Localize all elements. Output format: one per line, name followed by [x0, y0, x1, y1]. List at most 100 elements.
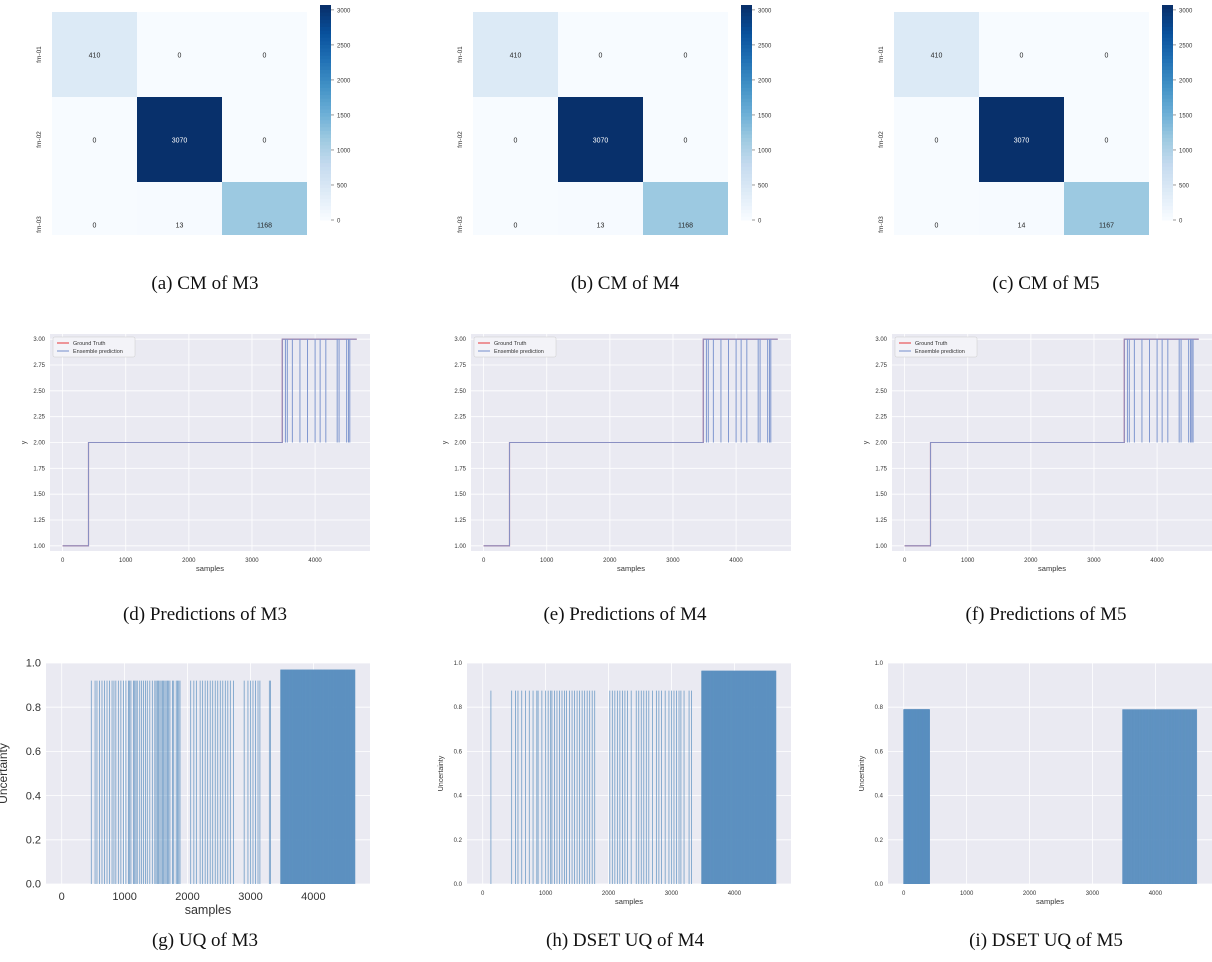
y-tick-label: 2.75 — [33, 363, 45, 369]
colorbar-segment — [320, 187, 331, 192]
colorbar-segment — [320, 162, 331, 167]
colorbar-segment — [320, 209, 331, 214]
x-tick-label: 1000 — [112, 891, 136, 903]
colorbar-segment — [320, 173, 331, 178]
y-tick-label: fm-02 — [36, 131, 43, 148]
colorbar-segment — [320, 191, 331, 196]
colorbar-segment — [741, 15, 752, 20]
cell-value-label: 0 — [1020, 53, 1024, 60]
y-tick-label: 3.00 — [454, 337, 466, 343]
y-tick-label: 0.8 — [875, 705, 884, 711]
colorbar-segment — [1162, 169, 1173, 174]
y-tick-label: 0.6 — [454, 749, 463, 755]
colorbar-segment — [741, 169, 752, 174]
colorbar-tick-label: 3000 — [337, 8, 351, 14]
y-tick-label: 1.50 — [454, 492, 466, 498]
colorbar-segment — [741, 126, 752, 131]
colorbar-segment — [1162, 40, 1173, 45]
legend-box — [52, 336, 136, 358]
x-tick-label: 4000 — [308, 558, 322, 564]
x-tick-label: 4000 — [729, 558, 743, 564]
cell-value-label: 0 — [684, 53, 688, 60]
colorbar-segment — [320, 22, 331, 27]
colorbar-segment — [320, 83, 331, 88]
colorbar-tick-label: 1000 — [1179, 148, 1193, 154]
colorbar-segment — [1162, 116, 1173, 121]
colorbar-tick-label: 1500 — [1179, 113, 1193, 119]
cell-value-label: 3070 — [172, 138, 188, 145]
heatmap-cell — [1064, 97, 1149, 182]
colorbar-segment — [320, 166, 331, 171]
cell-value-label: 0 — [935, 138, 939, 145]
chart-svg: 0 1000 2000 3000 4000 0.0 0.2 0.4 0.6 0.8 1.0 sampl… — [0, 658, 370, 917]
colorbar-segment — [320, 212, 331, 217]
colorbar-segment — [741, 166, 752, 171]
y-axis-label: Uncertainty — [859, 755, 866, 791]
x-axis-label: samples — [185, 903, 232, 917]
y-tick-label: 1.75 — [875, 466, 887, 472]
colorbar-segment — [320, 155, 331, 160]
colorbar-tick-label: 0 — [1179, 219, 1183, 225]
chart-svg: 410000307000141167fm-01fm-01fm-02fm-02fm… — [878, 5, 1193, 281]
x-tick-label: 0 — [61, 558, 65, 564]
colorbar-segment — [741, 130, 752, 135]
heatmap-cell — [473, 97, 558, 182]
cell-value-label: 14 — [1018, 223, 1026, 230]
cell-value-label: 0 — [514, 223, 518, 230]
colorbar-segment — [741, 134, 752, 139]
y-tick-label: 2.50 — [454, 389, 466, 395]
colorbar-tick-label: 3000 — [758, 8, 772, 14]
y-axis-label: y — [442, 440, 449, 444]
colorbar-segment — [320, 101, 331, 106]
colorbar-tick-label: 1500 — [337, 113, 351, 119]
cell-value-label: 0 — [1105, 138, 1109, 145]
colorbar-segment — [1162, 141, 1173, 146]
heatmap-cell — [137, 12, 222, 97]
series-line-ensemble-prediction — [904, 338, 1199, 547]
colorbar-segment — [741, 58, 752, 63]
colorbar-segment — [741, 87, 752, 92]
colorbar-segment — [320, 144, 331, 149]
y-tick-label: 0.2 — [875, 838, 884, 844]
colorbar-segment — [741, 98, 752, 103]
legend-label-ensemble-prediction: Ensemble prediction — [73, 349, 123, 355]
colorbar-segment — [1162, 91, 1173, 96]
chart-svg: 410000307000131168fm-01fm-01fm-02fm-02fm… — [457, 5, 772, 281]
chart-svg: 410000307000131168fm-01fm-01fm-02fm-02fm… — [36, 5, 351, 281]
caption-c: (c) CM of M5 — [992, 273, 1100, 294]
heatmap-cell — [222, 97, 307, 182]
caption-i: (i) DSET UQ of M5 — [969, 930, 1123, 951]
caption-h: (h) DSET UQ of M4 — [546, 930, 704, 951]
colorbar-segment — [1162, 33, 1173, 38]
colorbar-segment — [320, 108, 331, 113]
colorbar-segment — [741, 144, 752, 149]
y-tick-label: 3.00 — [33, 337, 45, 343]
colorbar-segment — [1162, 180, 1173, 185]
colorbar-segment — [320, 33, 331, 38]
colorbar-segment — [320, 105, 331, 110]
heatmap-cell — [643, 97, 728, 182]
panel-cm-m3: 410000307000131168fm-01fm-01fm-02fm-02fm… — [0, 0, 400, 281]
colorbar-segment — [1162, 119, 1173, 124]
y-axis-label: y — [21, 440, 28, 444]
colorbar-segment — [320, 184, 331, 189]
colorbar-segment — [1162, 58, 1173, 63]
x-tick-label: 1000 — [119, 558, 133, 564]
colorbar-segment — [741, 19, 752, 24]
colorbar-segment — [320, 48, 331, 53]
colorbar-segment — [741, 187, 752, 192]
y-tick-label: 1.00 — [454, 544, 466, 550]
y-tick-label: 2.00 — [875, 441, 887, 447]
colorbar-tick-label: 2500 — [1179, 43, 1193, 49]
caption-d: (d) Predictions of M3 — [122, 604, 288, 625]
colorbar-segment — [741, 94, 752, 99]
x-tick-label: 1000 — [539, 891, 553, 897]
colorbar-segment — [741, 105, 752, 110]
y-tick-label: fm-03 — [36, 216, 43, 233]
cell-value-label: 3070 — [1014, 138, 1030, 145]
panel-uq-m4: 0 1000 2000 3000 4000 0.0 0.2 0.4 0.6 0.8 1.0 sampl… — [421, 655, 801, 925]
x-axis-label: samples — [615, 897, 643, 906]
colorbar-segment — [320, 180, 331, 185]
colorbar-segment — [741, 12, 752, 17]
x-axis-label: samples — [1036, 897, 1064, 906]
